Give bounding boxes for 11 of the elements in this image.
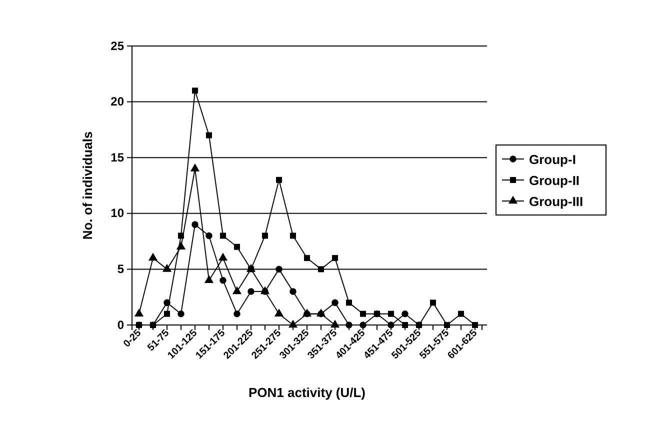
legend-label: Group-I [529, 152, 576, 167]
y-axis-title: No. of individuals [80, 131, 95, 240]
y-tick-label: 0 [117, 318, 124, 332]
y-tick-label: 25 [110, 38, 124, 53]
legend-label: Group-III [529, 194, 584, 209]
y-tick-label: 5 [117, 262, 124, 276]
y-tick-label: 20 [110, 94, 124, 109]
x-axis-title: PON1 activity (U/L) [248, 385, 366, 400]
y-tick-label: 10 [110, 206, 124, 220]
legend-label: Group-II [529, 173, 580, 188]
y-tick-label: 15 [110, 150, 124, 164]
